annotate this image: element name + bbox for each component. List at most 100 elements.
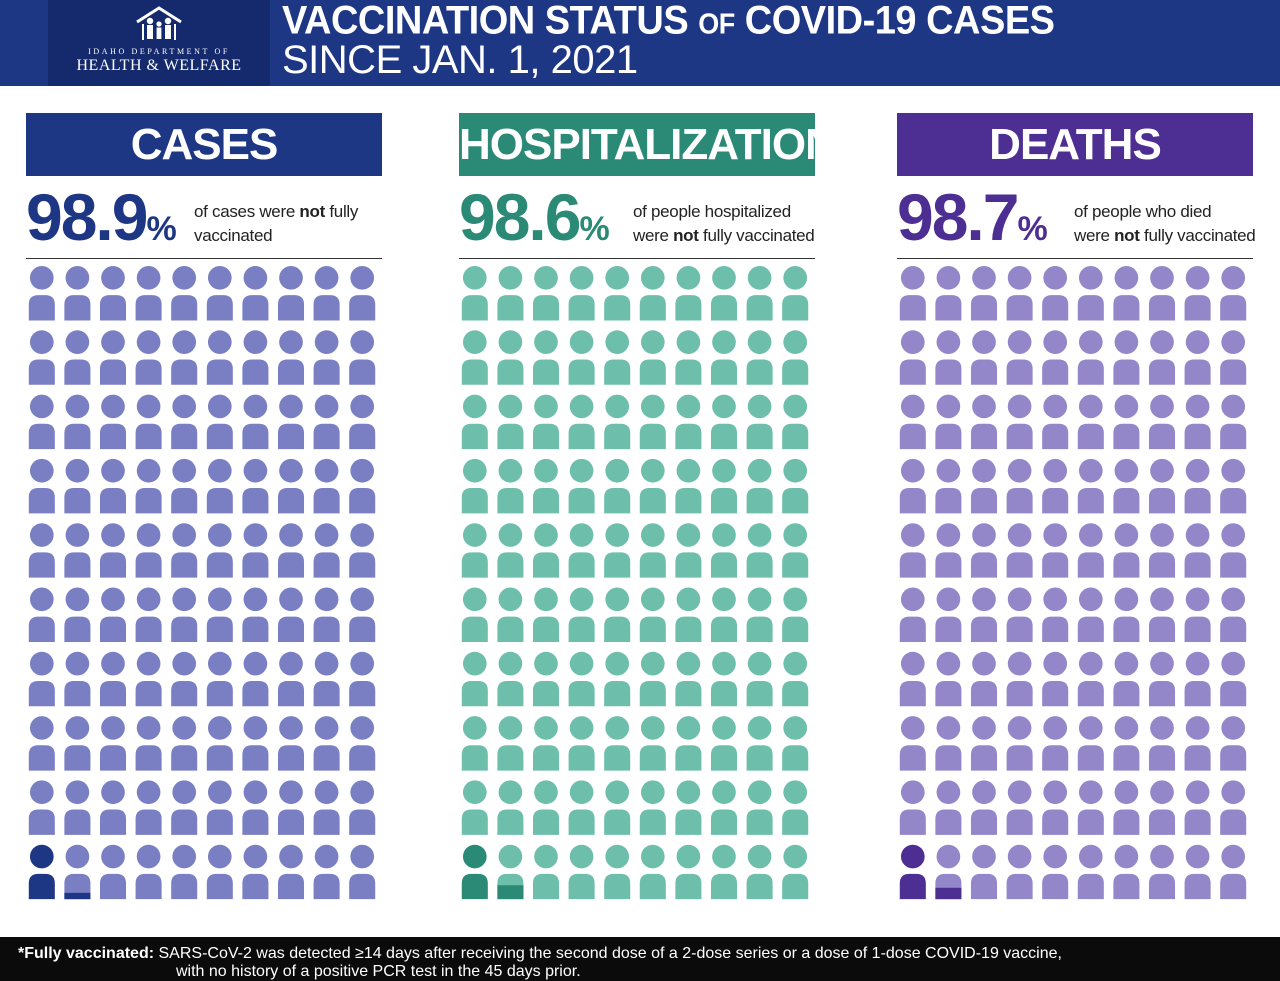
person-icon bbox=[710, 587, 738, 642]
cases-banner: CASES bbox=[26, 113, 382, 176]
person-icon bbox=[1184, 266, 1211, 321]
person-icon bbox=[28, 716, 55, 771]
deaths-description: of people who died were not fully vaccin… bbox=[1074, 202, 1256, 245]
person-icon bbox=[899, 780, 926, 835]
person-icon bbox=[604, 266, 631, 321]
person-icon bbox=[1184, 394, 1211, 450]
person-icon bbox=[313, 716, 340, 771]
person-icon bbox=[639, 716, 666, 771]
footnote-bar: *Fully vaccinated: SARS-CoV-2 was detect… bbox=[0, 937, 1280, 981]
person-icon bbox=[970, 266, 998, 321]
person-icon bbox=[497, 587, 524, 642]
person-icon bbox=[99, 587, 127, 642]
person-icon bbox=[1220, 266, 1247, 321]
person-icon bbox=[277, 458, 305, 514]
person-icon bbox=[604, 651, 631, 707]
person-icon bbox=[171, 587, 198, 642]
person-icon bbox=[313, 266, 340, 321]
deaths-person-grid bbox=[897, 265, 1253, 908]
footnote-line-1: *Fully vaccinated: SARS-CoV-2 was detect… bbox=[18, 945, 1062, 962]
person-icon bbox=[497, 651, 524, 707]
person-icon bbox=[935, 651, 962, 707]
person-icon bbox=[935, 844, 962, 900]
person-icon bbox=[1113, 651, 1140, 707]
person-icon bbox=[99, 523, 127, 578]
person-icon bbox=[1042, 266, 1069, 321]
person-icon bbox=[532, 716, 560, 771]
person-icon bbox=[1006, 394, 1033, 450]
person-icon bbox=[782, 523, 809, 578]
person-icon bbox=[532, 330, 560, 385]
person-icon bbox=[1148, 330, 1176, 385]
person-icon bbox=[135, 394, 162, 450]
person-icon bbox=[604, 780, 631, 835]
person-icon bbox=[242, 780, 269, 835]
person-icon bbox=[532, 266, 560, 321]
divider-line bbox=[459, 258, 815, 259]
cases-description: of cases were not fully vaccinated bbox=[194, 202, 359, 245]
person-icon bbox=[604, 330, 631, 385]
divider-line bbox=[897, 258, 1253, 259]
page-title: VACCINATION STATUS OF COVID-19 CASES bbox=[282, 0, 1055, 44]
person-icon bbox=[639, 651, 666, 707]
person-icon bbox=[497, 458, 524, 514]
person-icon bbox=[1113, 266, 1140, 321]
person-icon bbox=[64, 587, 91, 642]
person-icon bbox=[782, 587, 809, 642]
person-icon bbox=[1220, 587, 1247, 642]
person-icon bbox=[675, 587, 702, 642]
person-icon bbox=[710, 330, 738, 385]
person-icon bbox=[349, 587, 376, 642]
person-icon bbox=[99, 844, 127, 900]
person-icon bbox=[206, 587, 233, 642]
person-icon bbox=[277, 780, 305, 835]
person-icon bbox=[782, 458, 809, 514]
person-icon bbox=[497, 266, 524, 321]
person-icon bbox=[497, 523, 524, 578]
deaths-percent: 98.7% bbox=[897, 180, 1048, 254]
person-icon bbox=[1113, 523, 1140, 578]
person-icon bbox=[28, 458, 55, 514]
person-icon bbox=[1077, 330, 1104, 385]
person-icon bbox=[1006, 780, 1033, 835]
person-icon bbox=[171, 780, 198, 835]
person-icon bbox=[782, 651, 809, 707]
person-icon bbox=[675, 651, 702, 707]
person-icon bbox=[461, 394, 488, 450]
person-icon bbox=[970, 458, 998, 514]
footnote-line-2: with no history of a positive PCR test i… bbox=[176, 963, 581, 980]
person-icon bbox=[639, 394, 666, 450]
person-icon bbox=[1006, 587, 1033, 642]
person-icon bbox=[935, 394, 962, 450]
person-icon bbox=[1113, 458, 1140, 514]
person-icon bbox=[639, 330, 666, 385]
person-icon bbox=[135, 844, 162, 900]
person-icon bbox=[28, 651, 55, 707]
person-icon bbox=[1077, 394, 1104, 450]
person-icon bbox=[1077, 266, 1104, 321]
person-icon bbox=[604, 587, 631, 642]
person-icon bbox=[1148, 716, 1176, 771]
person-icon bbox=[935, 458, 962, 514]
person-icon bbox=[277, 523, 305, 578]
person-icon bbox=[746, 651, 773, 707]
person-icon bbox=[99, 394, 127, 450]
person-icon bbox=[710, 844, 738, 900]
person-icon bbox=[970, 716, 998, 771]
person-icon bbox=[461, 651, 488, 707]
person-icon bbox=[675, 330, 702, 385]
person-icon bbox=[313, 394, 340, 450]
cases-percent: 98.9% bbox=[26, 180, 177, 254]
person-icon bbox=[64, 394, 91, 450]
person-icon bbox=[242, 523, 269, 578]
person-icon bbox=[135, 266, 162, 321]
person-icon bbox=[1148, 458, 1176, 514]
person-icon bbox=[746, 523, 773, 578]
divider-line bbox=[26, 258, 382, 259]
hospitalizations-person-grid bbox=[459, 265, 815, 908]
person-icon bbox=[206, 716, 233, 771]
person-icon bbox=[568, 266, 595, 321]
person-icon bbox=[1006, 716, 1033, 771]
person-icon bbox=[1220, 716, 1247, 771]
person-icon bbox=[639, 458, 666, 514]
